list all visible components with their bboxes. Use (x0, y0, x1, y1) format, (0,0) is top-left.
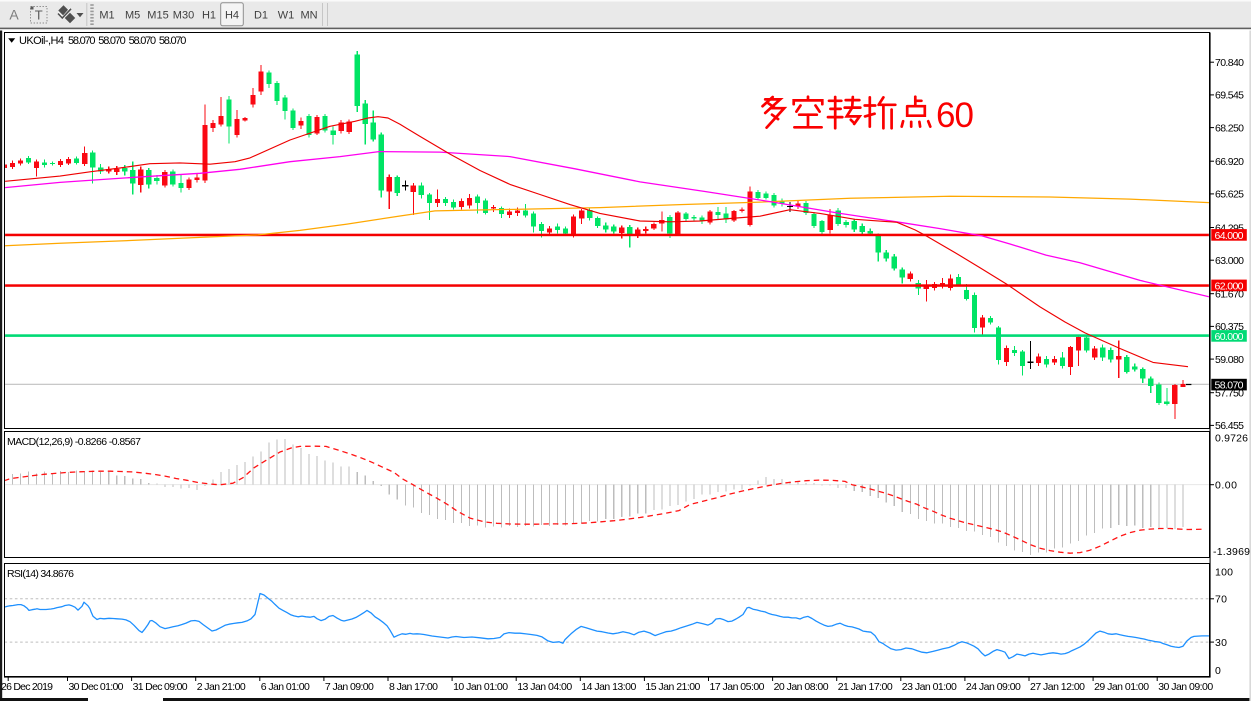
svg-text:10 Jan 01:00: 10 Jan 01:00 (453, 681, 508, 693)
svg-text:69.545: 69.545 (1215, 90, 1244, 102)
svg-text:57.750: 57.750 (1215, 388, 1244, 400)
svg-text:17 Jan 05:00: 17 Jan 05:00 (710, 681, 765, 693)
svg-text:70: 70 (1215, 594, 1227, 606)
svg-text:64.000: 64.000 (1215, 230, 1244, 242)
svg-text:68.250: 68.250 (1215, 122, 1244, 134)
svg-text:58.070: 58.070 (98, 35, 126, 47)
svg-text:63.000: 63.000 (1215, 255, 1244, 267)
svg-text:0: 0 (1215, 665, 1221, 677)
svg-text:-1.3969: -1.3969 (1213, 546, 1250, 558)
svg-text:2 Jan 21:00: 2 Jan 21:00 (197, 681, 246, 693)
svg-text:60: 60 (936, 96, 974, 135)
svg-text:66.920: 66.920 (1215, 156, 1244, 168)
svg-text:13 Jan 04:00: 13 Jan 04:00 (517, 681, 572, 693)
svg-text:0.9726: 0.9726 (1215, 433, 1248, 445)
svg-text:65.625: 65.625 (1215, 189, 1244, 201)
svg-text:27 Jan 12:00: 27 Jan 12:00 (1030, 681, 1085, 693)
svg-text:MN: MN (300, 10, 317, 22)
svg-text:MACD(12,26,9) -0.8266 -0.8567: MACD(12,26,9) -0.8266 -0.8567 (7, 436, 141, 448)
svg-text:58.070: 58.070 (1215, 380, 1244, 392)
svg-text:58.070: 58.070 (68, 35, 96, 47)
svg-text:100: 100 (1215, 566, 1233, 578)
svg-text:D1: D1 (254, 10, 268, 22)
svg-text:56.455: 56.455 (1215, 420, 1244, 432)
svg-text:M30: M30 (173, 10, 194, 22)
svg-text:UKOil-,H4: UKOil-,H4 (19, 35, 64, 47)
svg-text:H4: H4 (225, 10, 239, 22)
svg-text:0.00: 0.00 (1215, 480, 1237, 492)
svg-text:RSI(14) 34.8676: RSI(14) 34.8676 (7, 568, 74, 580)
svg-text:30 Dec 01:00: 30 Dec 01:00 (69, 681, 124, 693)
svg-text:15 Jan 21:00: 15 Jan 21:00 (645, 681, 700, 693)
svg-text:8 Jan 17:00: 8 Jan 17:00 (389, 681, 438, 693)
svg-text:62.000: 62.000 (1215, 280, 1244, 292)
svg-text:W1: W1 (278, 10, 295, 22)
svg-text:60.000: 60.000 (1215, 331, 1244, 343)
svg-text:7 Jan 09:00: 7 Jan 09:00 (325, 681, 374, 693)
svg-text:M5: M5 (125, 10, 140, 22)
svg-text:70.840: 70.840 (1215, 57, 1244, 69)
svg-text:H1: H1 (202, 10, 216, 22)
svg-text:30 Jan 09:00: 30 Jan 09:00 (1158, 681, 1213, 693)
svg-text:24 Jan 09:00: 24 Jan 09:00 (966, 681, 1021, 693)
svg-text:A: A (9, 7, 19, 23)
svg-text:31 Dec 09:00: 31 Dec 09:00 (133, 681, 188, 693)
svg-text:M1: M1 (99, 10, 114, 22)
svg-text:61.670: 61.670 (1215, 289, 1244, 301)
svg-text:14 Jan 13:00: 14 Jan 13:00 (581, 681, 636, 693)
svg-text:26 Dec 2019: 26 Dec 2019 (1, 681, 53, 693)
svg-text:30: 30 (1215, 637, 1227, 649)
svg-text:58.070: 58.070 (159, 35, 187, 47)
svg-text:29 Jan 01:00: 29 Jan 01:00 (1094, 681, 1149, 693)
svg-text:58.070: 58.070 (129, 35, 157, 47)
svg-text:6 Jan 01:00: 6 Jan 01:00 (261, 681, 310, 693)
svg-text:M15: M15 (147, 10, 168, 22)
svg-text:20 Jan 08:00: 20 Jan 08:00 (774, 681, 829, 693)
svg-text:23 Jan 01:00: 23 Jan 01:00 (902, 681, 957, 693)
svg-text:T: T (35, 8, 43, 23)
svg-text:21 Jan 17:00: 21 Jan 17:00 (838, 681, 893, 693)
svg-text:59.080: 59.080 (1215, 354, 1244, 366)
